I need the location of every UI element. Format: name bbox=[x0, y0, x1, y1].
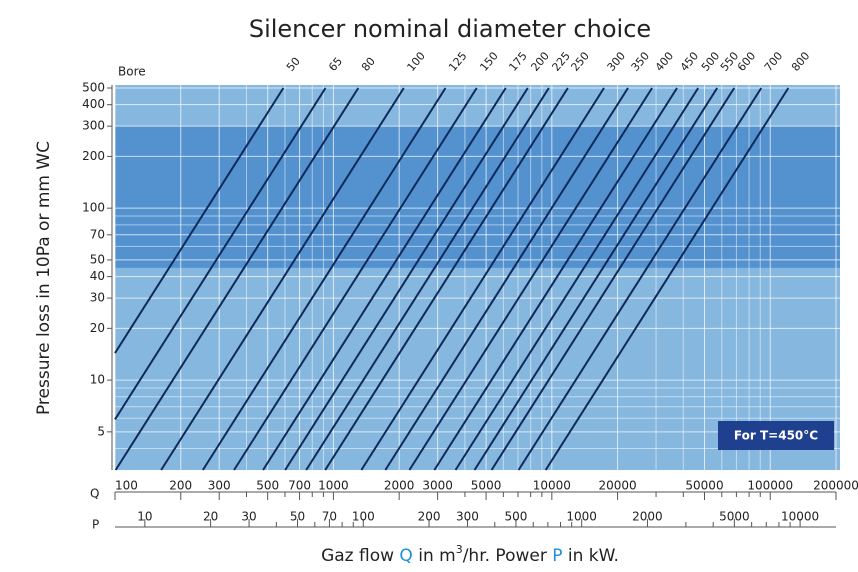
note-box bbox=[718, 421, 834, 450]
bore-line bbox=[454, 87, 700, 471]
x-tick-label: 100 bbox=[115, 479, 138, 493]
x-tick-label: 1000 bbox=[318, 479, 349, 493]
bore-line bbox=[360, 87, 605, 471]
bore-line bbox=[384, 87, 629, 471]
bore-line bbox=[305, 87, 550, 471]
bore-line bbox=[473, 87, 719, 471]
x2-tick-label: 100 bbox=[352, 510, 375, 524]
note: For T=450°C bbox=[734, 429, 818, 443]
x-axis-name: Q bbox=[90, 487, 99, 501]
x2-tick-label: 200 bbox=[418, 510, 441, 524]
x-label-part: 3 bbox=[456, 543, 463, 556]
x-label-part: /hr. Power bbox=[463, 546, 553, 566]
series-title: Bore bbox=[118, 65, 146, 79]
x-tick-label: 5000 bbox=[471, 479, 502, 493]
x-tick-label: 300 bbox=[208, 479, 231, 493]
x2-tick-label: 500 bbox=[504, 510, 527, 524]
x-label-part: in kW. bbox=[563, 546, 619, 566]
y-tick-label: 10 bbox=[90, 373, 105, 387]
bore-line bbox=[233, 87, 478, 471]
bore-line bbox=[324, 87, 569, 471]
y-axis-label: Pressure loss in 10Pa or mm WC bbox=[34, 141, 54, 415]
y-tick-label: 400 bbox=[82, 97, 105, 111]
x2-tick-label: 70 bbox=[322, 510, 337, 524]
y-tick-label: 30 bbox=[90, 291, 105, 305]
x-tick-label: 50000 bbox=[685, 479, 723, 493]
x2-tick-label: 30 bbox=[241, 510, 256, 524]
x2-axis-name: P bbox=[92, 518, 99, 532]
y-tick-label: 200 bbox=[82, 149, 105, 163]
x2-tick-label: 5000 bbox=[719, 510, 750, 524]
bore-line bbox=[433, 87, 678, 471]
bore-line bbox=[262, 87, 507, 471]
x-tick-label: 200000 bbox=[813, 479, 858, 493]
y-tick-label: 100 bbox=[82, 201, 105, 215]
x-tick-label: 2000 bbox=[384, 479, 415, 493]
x-tick-label: 10000 bbox=[533, 479, 571, 493]
x-label-part: P bbox=[552, 546, 562, 566]
x-tick-label: 500 bbox=[256, 479, 279, 493]
x-label-part: Gaz flow bbox=[321, 546, 399, 566]
x-tick-label: 3000 bbox=[422, 479, 453, 493]
bore-line bbox=[490, 87, 736, 471]
bore-line bbox=[517, 87, 763, 471]
bore-line bbox=[114, 87, 285, 354]
x2-tick-label: 50 bbox=[290, 510, 305, 524]
bore-line bbox=[284, 87, 529, 471]
bore-line bbox=[408, 87, 653, 471]
x2-tick-label: 2000 bbox=[632, 510, 663, 524]
bore-line bbox=[160, 87, 405, 471]
y-tick-label: 20 bbox=[90, 321, 105, 335]
bore-line bbox=[202, 87, 447, 471]
x2-tick-label: 10000 bbox=[781, 510, 819, 524]
x-label-part: Q bbox=[399, 546, 412, 566]
x-tick-label: 20000 bbox=[598, 479, 636, 493]
x-tick-label: 100000 bbox=[747, 479, 793, 493]
x-tick-label: 700 bbox=[288, 479, 311, 493]
y-tick-label: 5 bbox=[97, 424, 105, 438]
x-axis-label: Gaz flow Q in m3/hr. Power P in kW. bbox=[321, 543, 619, 566]
y-tick-label: 40 bbox=[90, 269, 105, 283]
y-tick-label: 50 bbox=[90, 252, 105, 266]
x2-tick-label: 10 bbox=[137, 510, 152, 524]
bore-line bbox=[544, 87, 790, 471]
y-tick-label: 500 bbox=[82, 81, 105, 95]
x2-tick-label: 300 bbox=[456, 510, 479, 524]
x2-tick-label: 20 bbox=[203, 510, 218, 524]
x-label-part: in m bbox=[413, 546, 456, 566]
y-tick-label: 300 bbox=[82, 119, 105, 133]
x2-tick-label: 1000 bbox=[566, 510, 597, 524]
bore-line bbox=[114, 87, 360, 471]
y-tick-label: 70 bbox=[90, 227, 105, 241]
chart-title: Silencer nominal diameter choice bbox=[249, 15, 651, 43]
x-tick-label: 200 bbox=[169, 479, 192, 493]
bore-line bbox=[114, 87, 327, 420]
